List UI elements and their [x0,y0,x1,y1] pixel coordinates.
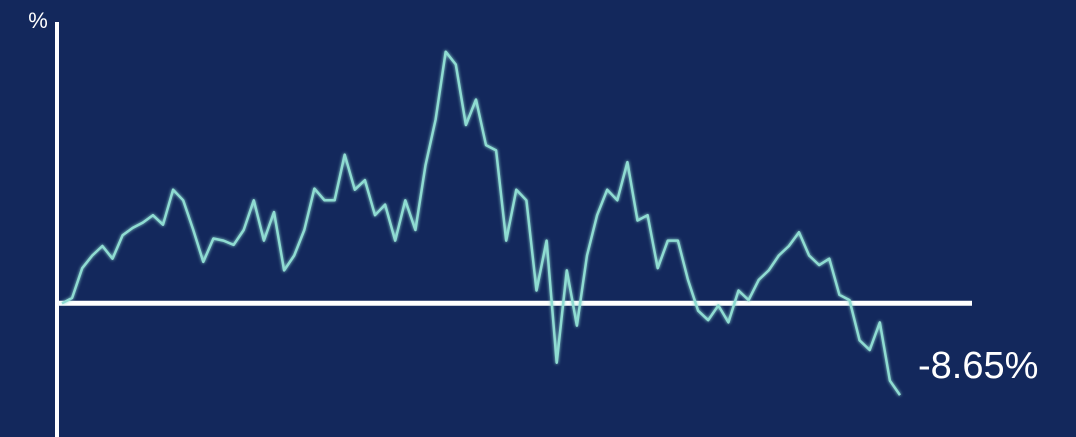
data-line [61,50,902,396]
annotation: -8.65% [918,345,1038,387]
y-axis-label: % [28,8,48,33]
